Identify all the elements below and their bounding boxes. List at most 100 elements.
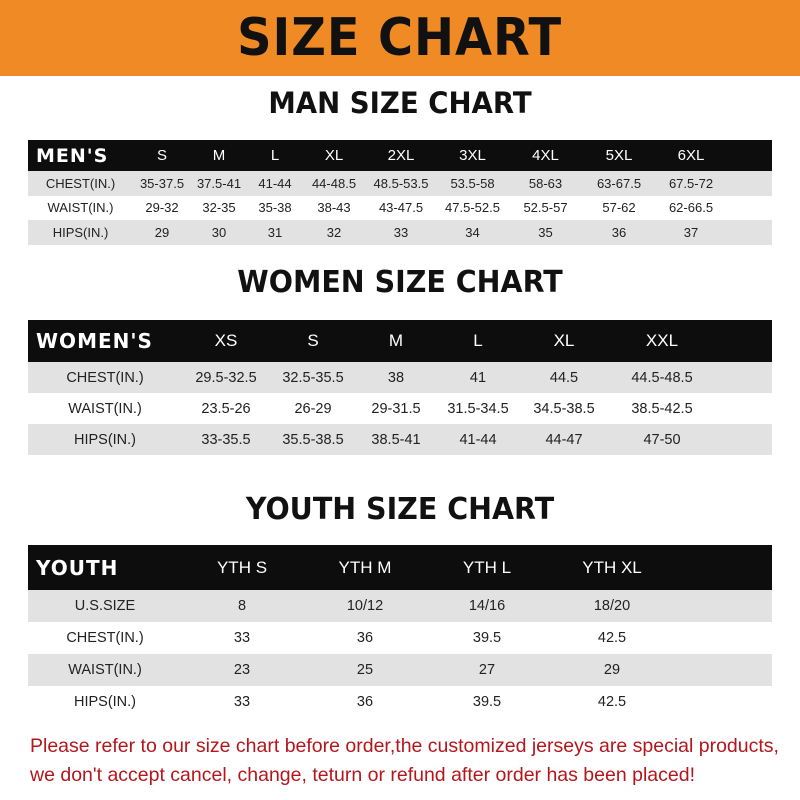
table-cell: 39.5 <box>472 694 502 710</box>
table-row: WAIST(IN.) 23.5-26 26-29 29-31.5 31.5-34.5 34… <box>28 393 772 424</box>
size-header: 3XL <box>459 147 486 164</box>
table-row: HIPS(IN.) 29 30 31 32 33 34 35 36 37 <box>28 220 772 245</box>
row-label: CHEST(IN.) <box>45 175 116 191</box>
women-title: WOMEN SIZE CHART <box>237 265 563 300</box>
table-cell: 53.5-58 <box>450 175 495 191</box>
size-header: XS <box>214 331 238 350</box>
table-cell: 23.5-26 <box>201 400 251 417</box>
table-cell: 23 <box>233 662 251 678</box>
table-cell: 44-47 <box>545 431 583 448</box>
size-header: XL <box>324 147 344 164</box>
table-cell: 35.5-38.5 <box>282 431 344 448</box>
table-row: HIPS(IN.) 33 36 39.5 42.5 <box>28 686 772 718</box>
size-header: 4XL <box>532 147 559 164</box>
table-cell: 32.5-35.5 <box>282 369 344 386</box>
table-cell: 38-43 <box>317 200 351 216</box>
table-cell: 33 <box>393 224 409 240</box>
table-cell: 8 <box>237 598 247 614</box>
table-cell: 62-66.5 <box>668 200 714 216</box>
row-label: CHEST(IN.) <box>66 369 144 386</box>
table-cell: 42.5 <box>597 694 627 710</box>
size-header: 2XL <box>387 147 415 164</box>
table-cell: 67.5-72 <box>668 175 714 191</box>
disclaimer-line-1: Please refer to our size chart before or… <box>30 735 779 757</box>
table-cell: 33 <box>233 694 251 710</box>
table-cell: 29-32 <box>145 200 179 216</box>
table-corner-label: WOMEN'S <box>36 329 153 353</box>
table-corner-label: YOUTH <box>36 555 119 580</box>
size-header: S <box>156 147 167 164</box>
table-row: WAIST(IN.) 23 25 27 29 <box>28 654 772 686</box>
table-cell: 37.5-41 <box>196 175 242 191</box>
table-cell: 38 <box>387 369 405 386</box>
youth-size-table: YOUTH YTH S YTH M YTH L YTH XL U.S.SIZE 8 10/12… <box>28 545 772 718</box>
table-cell: 41 <box>469 369 487 386</box>
table-cell: 18/20 <box>593 598 631 614</box>
disclaimer: Please refer to our size chart before or… <box>30 732 790 790</box>
table-cell: 37 <box>683 224 699 240</box>
table-cell: 26-29 <box>294 400 332 417</box>
table-cell: 36 <box>611 224 627 240</box>
table-cell: 35 <box>538 224 553 240</box>
table-cell: 35-37.5 <box>139 175 185 191</box>
table-cell: 38.5-42.5 <box>631 400 693 417</box>
table-header-row: WOMEN'S XS S M L XL XXL <box>28 320 772 362</box>
table-cell: 41-44 <box>258 175 292 191</box>
row-label: WAIST(IN.) <box>68 662 142 678</box>
table-row: CHEST(IN.) 33 36 39.5 42.5 <box>28 622 772 654</box>
table-cell: 33-35.5 <box>201 431 251 448</box>
table-row: U.S.SIZE 8 10/12 14/16 18/20 <box>28 590 772 622</box>
table-cell: 31.5-34.5 <box>447 400 509 417</box>
size-header: 5XL <box>605 147 633 164</box>
banner: SIZE CHART <box>0 0 800 76</box>
table-cell: 29 <box>603 662 621 678</box>
table-cell: 44.5-48.5 <box>631 369 693 386</box>
table-cell: 43-47.5 <box>378 200 424 216</box>
table-cell: 48.5-53.5 <box>373 175 429 191</box>
table-cell: 29.5-32.5 <box>195 369 257 386</box>
women-size-table: WOMEN'S XS S M L XL XXL CHEST(IN.) 29.5-32.5 32.5… <box>28 320 772 455</box>
men-size-table: MEN'S S M L XL 2XL 3XL 4XL 5XL 6XL CHEST(IN.) 35-37… <box>28 140 772 245</box>
table-cell: 32-35 <box>202 200 236 216</box>
table-cell: 52.5-57 <box>523 200 568 216</box>
table-cell: 32 <box>326 224 342 240</box>
table-cell: 10/12 <box>346 598 384 614</box>
row-label: WAIST(IN.) <box>68 400 142 417</box>
table-cell: 38.5-41 <box>371 431 421 448</box>
table-cell: 41-44 <box>459 431 497 448</box>
size-header: M <box>388 331 404 350</box>
size-header: YTH S <box>216 557 268 577</box>
row-label: CHEST(IN.) <box>66 630 144 646</box>
table-cell: 29-31.5 <box>371 400 421 417</box>
size-header: L <box>270 147 280 164</box>
row-label: U.S.SIZE <box>74 598 136 614</box>
size-header: 6XL <box>677 147 705 164</box>
table-cell: 35-38 <box>258 200 292 216</box>
table-cell: 42.5 <box>597 630 627 646</box>
table-cell: 34.5-38.5 <box>533 400 595 417</box>
table-cell: 31 <box>267 224 283 240</box>
size-header: M <box>212 147 226 164</box>
table-row: CHEST(IN.) 35-37.5 37.5-41 41-44 44-48.5 48.5… <box>28 171 772 196</box>
size-header: YTH M <box>338 557 392 577</box>
disclaimer-line-2: we don't accept cancel, change, teturn o… <box>30 764 695 786</box>
table-cell: 36 <box>356 694 374 710</box>
table-cell: 58-63 <box>528 175 563 191</box>
table-cell: 36 <box>356 630 374 646</box>
size-header: XL <box>553 331 575 350</box>
table-row: WAIST(IN.) 29-32 32-35 35-38 38-43 43-47.5 47.… <box>28 195 772 220</box>
table-cell: 34 <box>465 224 480 240</box>
table-row: HIPS(IN.) 33-35.5 35.5-38.5 38.5-41 41-44 44-… <box>28 424 772 455</box>
table-cell: 29 <box>154 224 170 240</box>
table-cell: 33 <box>233 630 251 646</box>
table-cell: 47.5-52.5 <box>445 200 500 216</box>
table-cell: 27 <box>478 662 496 678</box>
row-label: HIPS(IN.) <box>73 694 137 710</box>
table-cell: 44-48.5 <box>311 175 357 191</box>
size-header: L <box>473 331 483 350</box>
table-cell: 44.5 <box>549 369 579 386</box>
table-header-row: YOUTH YTH S YTH M YTH L YTH XL <box>28 545 772 590</box>
size-header: S <box>307 331 319 350</box>
youth-title: YOUTH SIZE CHART <box>245 492 555 527</box>
men-title: MAN SIZE CHART <box>268 86 532 120</box>
